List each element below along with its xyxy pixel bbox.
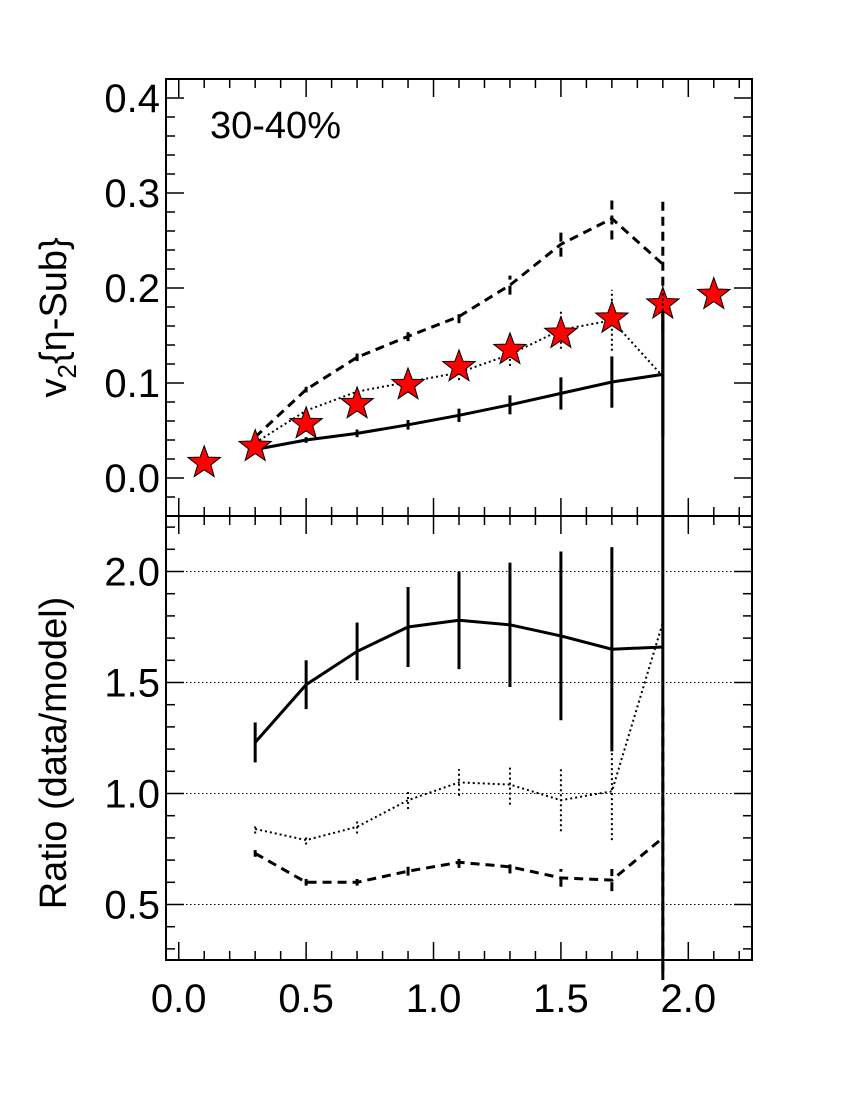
star-marker bbox=[441, 348, 477, 382]
x-tick-label: 1.5 bbox=[533, 977, 589, 1021]
top-y-tick-label: 0.4 bbox=[104, 77, 160, 121]
star-marker bbox=[645, 285, 681, 320]
top-panel: 0.0 0.1 0.2 0.3 0.4 30-40% v2{η-Sub} bbox=[33, 77, 753, 517]
top-ticks: 0.0 0.1 0.2 0.3 0.4 bbox=[104, 77, 752, 517]
bottom-y-tick-label: 1.5 bbox=[104, 662, 160, 706]
star-marker bbox=[543, 315, 579, 349]
bottom-panel: 0.5 1.0 1.5 2.0 0.0 0.5 1.0 1.5 2.0 Ratio (data/… bbox=[33, 289, 753, 1021]
bottom-y-tick-label: 0.5 bbox=[104, 884, 160, 928]
star-marker bbox=[390, 366, 426, 400]
top-series-group bbox=[186, 197, 732, 478]
ylabel-subscript: 2 bbox=[52, 364, 82, 378]
top-y-tick-label: 0.1 bbox=[104, 362, 160, 406]
ylabel-rest: {η-Sub} bbox=[33, 237, 75, 364]
dashed-series-line bbox=[254, 216, 664, 439]
bottom-y-axis-title: Ratio (data/model) bbox=[33, 597, 75, 910]
top-y-axis-title: v2{η-Sub} bbox=[33, 237, 82, 397]
star-marker bbox=[492, 331, 528, 365]
centrality-label: 30-40% bbox=[210, 105, 341, 147]
x-tick-label: 2.0 bbox=[660, 977, 716, 1021]
top-y-tick-label: 0.0 bbox=[104, 457, 160, 501]
x-tick-label: 0.0 bbox=[151, 977, 207, 1021]
ylabel-base: v bbox=[33, 379, 75, 398]
star-marker bbox=[696, 276, 732, 310]
top-y-tick-label: 0.3 bbox=[104, 172, 160, 216]
dotted-series-line bbox=[254, 622, 664, 842]
top-y-tick-label: 0.2 bbox=[104, 267, 160, 311]
star-marker bbox=[288, 405, 324, 439]
bottom-y-tick-label: 1.0 bbox=[104, 773, 160, 817]
x-tick-label: 0.5 bbox=[278, 977, 334, 1021]
bottom-series-group bbox=[253, 289, 665, 980]
star-marker bbox=[237, 428, 273, 462]
bottom-ticks: 0.5 1.0 1.5 2.0 0.0 0.5 1.0 1.5 2.0 bbox=[104, 516, 752, 1021]
star-marker bbox=[594, 299, 630, 334]
x-tick-label: 1.0 bbox=[406, 977, 462, 1021]
bottom-y-tick-label: 2.0 bbox=[104, 551, 160, 595]
star-marker bbox=[186, 444, 222, 478]
star-marker bbox=[339, 385, 375, 419]
